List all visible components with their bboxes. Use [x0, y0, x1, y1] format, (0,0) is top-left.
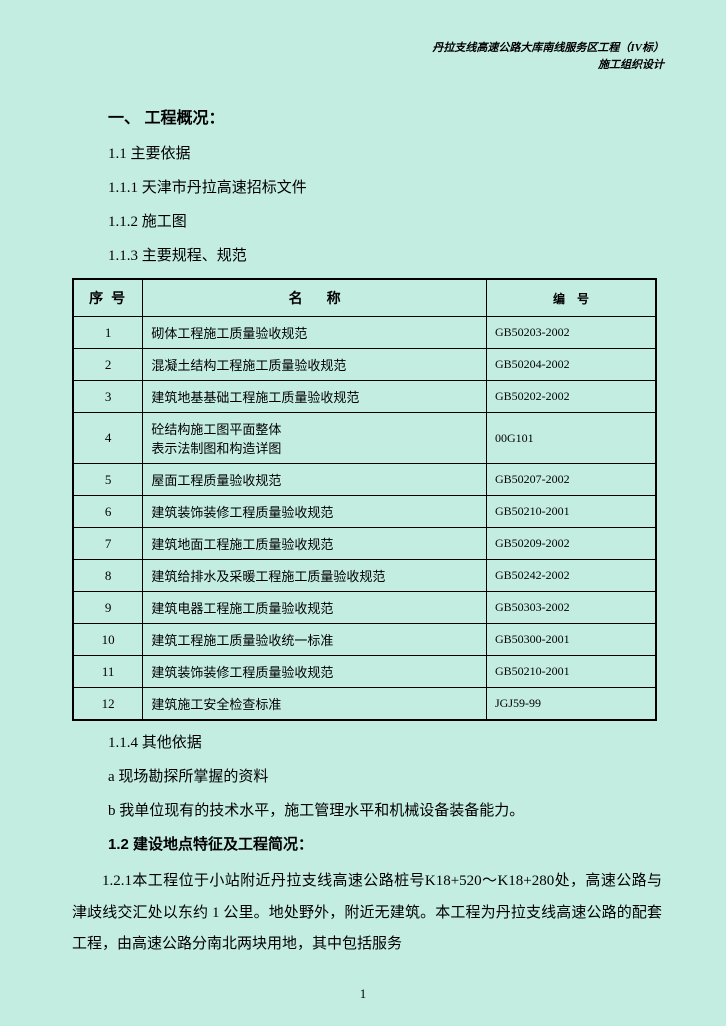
table-header-row: 序号 名称 编号	[73, 279, 656, 317]
cell-code: GB50204-2002	[486, 349, 656, 381]
cell-name: 建筑地面工程施工质量验收规范	[143, 528, 487, 560]
cell-name: 砼结构施工图平面整体 表示法制图和构造详图	[143, 413, 487, 464]
cell-name: 建筑装饰装修工程质量验收规范	[143, 656, 487, 688]
cell-name: 建筑给排水及采暖工程施工质量验收规范	[143, 560, 487, 592]
cell-code: 00G101	[486, 413, 656, 464]
section-1-1-4: 1.1.4 其他依据	[108, 731, 666, 755]
table-row: 10建筑工程施工质量验收统一标准GB50300-2001	[73, 624, 656, 656]
table-row: 5屋面工程质量验收规范GB50207-2002	[73, 464, 656, 496]
header-line-1: 丹拉支线高速公路大库南线服务区工程（IV标）	[432, 40, 664, 57]
cell-name: 建筑电器工程施工质量验收规范	[143, 592, 487, 624]
cell-name: 建筑工程施工质量验收统一标准	[143, 624, 487, 656]
cell-seq: 2	[73, 349, 143, 381]
section-1-2-body: 1.2.1本工程位于小站附近丹拉支线高速公路桩号K18+520～K18+280处…	[72, 866, 662, 961]
table-row: 2混凝土结构工程施工质量验收规范GB50204-2002	[73, 349, 656, 381]
standards-table: 序号 名称 编号 1砌体工程施工质量验收规范GB50203-20022混凝土结构…	[72, 278, 657, 721]
cell-seq: 10	[73, 624, 143, 656]
cell-name: 建筑施工安全检查标准	[143, 688, 487, 721]
cell-name: 屋面工程质量验收规范	[143, 464, 487, 496]
cell-code: JGJ59-99	[486, 688, 656, 721]
section-1-1-4b: b 我单位现有的技术水平，施工管理水平和机械设备装备能力。	[108, 799, 666, 823]
cell-name: 砌体工程施工质量验收规范	[143, 317, 487, 349]
cell-seq: 1	[73, 317, 143, 349]
cell-code: GB50209-2002	[486, 528, 656, 560]
cell-name: 混凝土结构工程施工质量验收规范	[143, 349, 487, 381]
table-row: 1砌体工程施工质量验收规范GB50203-2002	[73, 317, 656, 349]
table-row: 9建筑电器工程施工质量验收规范GB50303-2002	[73, 592, 656, 624]
cell-code: GB50300-2001	[486, 624, 656, 656]
cell-code: GB50242-2002	[486, 560, 656, 592]
cell-seq: 7	[73, 528, 143, 560]
header-line-2: 施工组织设计	[432, 57, 664, 74]
cell-code: GB50203-2002	[486, 317, 656, 349]
cell-seq: 5	[73, 464, 143, 496]
page-header: 丹拉支线高速公路大库南线服务区工程（IV标） 施工组织设计	[432, 40, 664, 73]
section-1-1-3: 1.1.3 主要规程、规范	[108, 244, 666, 268]
table-row: 6建筑装饰装修工程质量验收规范GB50210-2001	[73, 496, 656, 528]
page-number: 1	[0, 986, 726, 1002]
cell-seq: 8	[73, 560, 143, 592]
table-row: 3建筑地基基础工程施工质量验收规范GB50202-2002	[73, 381, 656, 413]
table-row: 4砼结构施工图平面整体 表示法制图和构造详图00G101	[73, 413, 656, 464]
cell-seq: 12	[73, 688, 143, 721]
table-row: 7建筑地面工程施工质量验收规范GB50209-2002	[73, 528, 656, 560]
cell-code: GB50210-2001	[486, 496, 656, 528]
section-1-1: 1.1 主要依据	[108, 142, 666, 166]
cell-code: GB50303-2002	[486, 592, 656, 624]
document-body: 一、 工程概况： 1.1 主要依据 1.1.1 天津市丹拉高速招标文件 1.1.…	[60, 104, 666, 961]
table-row: 8建筑给排水及采暖工程施工质量验收规范GB50242-2002	[73, 560, 656, 592]
cell-seq: 4	[73, 413, 143, 464]
cell-seq: 6	[73, 496, 143, 528]
table-row: 12建筑施工安全检查标准JGJ59-99	[73, 688, 656, 721]
table-row: 11建筑装饰装修工程质量验收规范GB50210-2001	[73, 656, 656, 688]
col-header-name: 名称	[143, 279, 487, 317]
cell-name: 建筑装饰装修工程质量验收规范	[143, 496, 487, 528]
section-1-1-1: 1.1.1 天津市丹拉高速招标文件	[108, 176, 666, 200]
cell-seq: 3	[73, 381, 143, 413]
cell-code: GB50210-2001	[486, 656, 656, 688]
cell-name: 建筑地基基础工程施工质量验收规范	[143, 381, 487, 413]
col-header-seq: 序号	[73, 279, 143, 317]
section-1-heading: 一、 工程概况：	[108, 104, 666, 128]
col-header-code: 编号	[486, 279, 656, 317]
cell-seq: 9	[73, 592, 143, 624]
cell-code: GB50202-2002	[486, 381, 656, 413]
section-1-1-4a: a 现场勘探所掌握的资料	[108, 765, 666, 789]
cell-code: GB50207-2002	[486, 464, 656, 496]
section-1-1-2: 1.1.2 施工图	[108, 210, 666, 234]
cell-seq: 11	[73, 656, 143, 688]
section-1-2-heading: 1.2 建设地点特征及工程简况：	[108, 833, 666, 854]
